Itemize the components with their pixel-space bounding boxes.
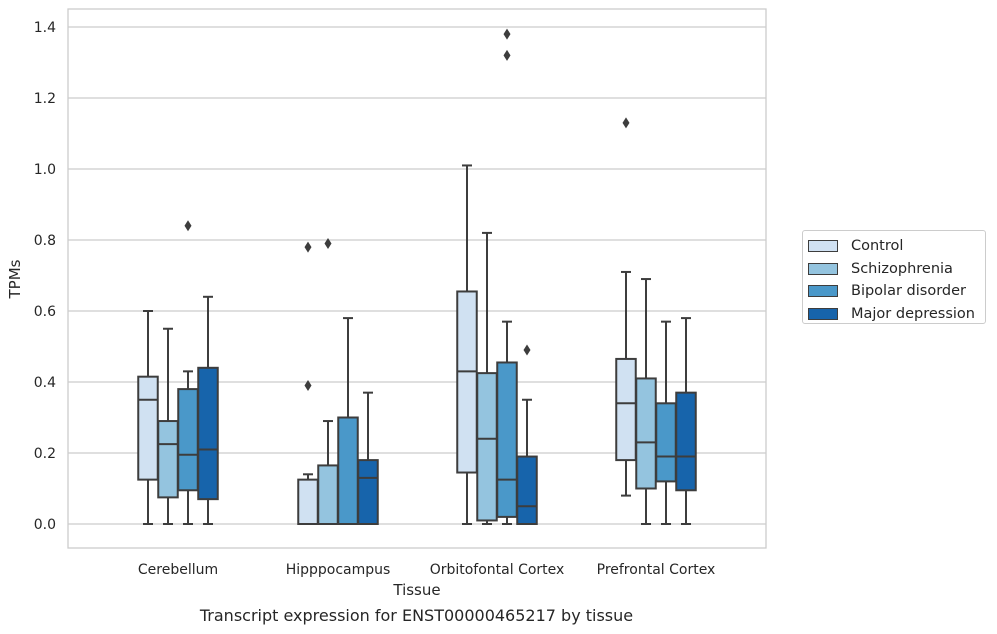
box-iqr bbox=[157, 420, 179, 499]
y-axis-label: TPMs bbox=[6, 259, 24, 299]
box-iqr bbox=[496, 361, 518, 518]
y-tick-label: 0.6 bbox=[34, 304, 56, 320]
outlier-point bbox=[523, 344, 531, 356]
box-bipolar-disorder bbox=[337, 317, 359, 525]
x-axis-label: Tissue bbox=[392, 581, 440, 599]
box-major-depression bbox=[357, 391, 379, 526]
x-tick-label: Orbitofontal Cortex bbox=[430, 562, 565, 578]
box-iqr bbox=[456, 290, 478, 474]
y-tick-label: 1.2 bbox=[34, 91, 56, 107]
box-iqr bbox=[635, 377, 657, 490]
outlier-point bbox=[304, 380, 312, 392]
y-tick-label: 0.0 bbox=[34, 517, 56, 533]
legend-item: Bipolar disorder bbox=[808, 280, 985, 303]
y-tick-label: 0.8 bbox=[34, 233, 56, 249]
boxes bbox=[137, 28, 697, 526]
legend: Control Schizophrenia Bipolar disorder Majo… bbox=[802, 230, 986, 324]
box-schizophrenia bbox=[476, 231, 498, 525]
box-schizophrenia bbox=[635, 278, 657, 525]
box-iqr bbox=[675, 391, 697, 492]
box-iqr bbox=[516, 455, 538, 525]
box-major-depression bbox=[516, 344, 538, 525]
box-schizophrenia bbox=[317, 238, 339, 525]
x-tick-label: Cerebellum bbox=[138, 562, 218, 578]
legend-label: Bipolar disorder bbox=[851, 283, 966, 300]
legend-item: Major depression bbox=[808, 303, 985, 326]
x-tick-label: Hipppocampus bbox=[286, 562, 391, 578]
y-tick-label: 1.0 bbox=[34, 162, 56, 178]
box-control bbox=[456, 164, 478, 525]
legend-item: Control bbox=[808, 235, 985, 258]
y-tick-labels: 0.0 0.2 0.4 0.6 0.8 1.0 1.2 1.4 bbox=[34, 20, 56, 533]
legend-label: Control bbox=[851, 238, 904, 255]
box-iqr bbox=[615, 357, 637, 462]
box-iqr bbox=[337, 416, 359, 525]
legend-swatch bbox=[808, 285, 838, 298]
y-tick-label: 0.4 bbox=[34, 375, 56, 391]
outlier-point bbox=[622, 117, 630, 129]
box-iqr bbox=[476, 372, 498, 522]
legend-swatch bbox=[808, 307, 838, 320]
x-tick-labels: Cerebellum Hipppocampus Orbitofontal Corte… bbox=[138, 562, 715, 578]
x-tick-label: Prefrontal Cortex bbox=[597, 562, 716, 578]
box-major-depression bbox=[675, 317, 697, 525]
box-iqr bbox=[317, 464, 339, 525]
outlier-point bbox=[503, 49, 511, 61]
box-control bbox=[137, 310, 159, 525]
box-control bbox=[297, 241, 319, 525]
outlier-point bbox=[184, 220, 192, 232]
box-major-depression bbox=[197, 295, 219, 525]
legend-swatch bbox=[808, 262, 838, 275]
box-iqr bbox=[137, 375, 159, 481]
box-iqr bbox=[197, 366, 219, 501]
box-bipolar-disorder bbox=[655, 320, 677, 525]
outlier-point bbox=[304, 241, 312, 253]
plot-frame bbox=[67, 8, 767, 549]
legend-label: Schizophrenia bbox=[851, 260, 953, 277]
box-iqr bbox=[357, 459, 379, 526]
chart-caption: Transcript expression for ENST0000046521… bbox=[199, 606, 634, 625]
box-schizophrenia bbox=[157, 327, 179, 525]
legend-swatch bbox=[808, 240, 838, 253]
y-tick-label: 1.4 bbox=[34, 20, 56, 36]
legend-item: Schizophrenia bbox=[808, 258, 985, 281]
box-control bbox=[615, 117, 637, 497]
box-iqr bbox=[655, 402, 677, 483]
outlier-point bbox=[324, 238, 332, 250]
box-bipolar-disorder bbox=[496, 28, 518, 525]
box-iqr bbox=[297, 478, 319, 525]
box-bipolar-disorder bbox=[177, 220, 199, 525]
box-iqr bbox=[177, 388, 199, 492]
legend-label: Major depression bbox=[851, 305, 975, 322]
y-tick-label: 0.2 bbox=[34, 446, 56, 462]
outlier-point bbox=[503, 28, 511, 40]
